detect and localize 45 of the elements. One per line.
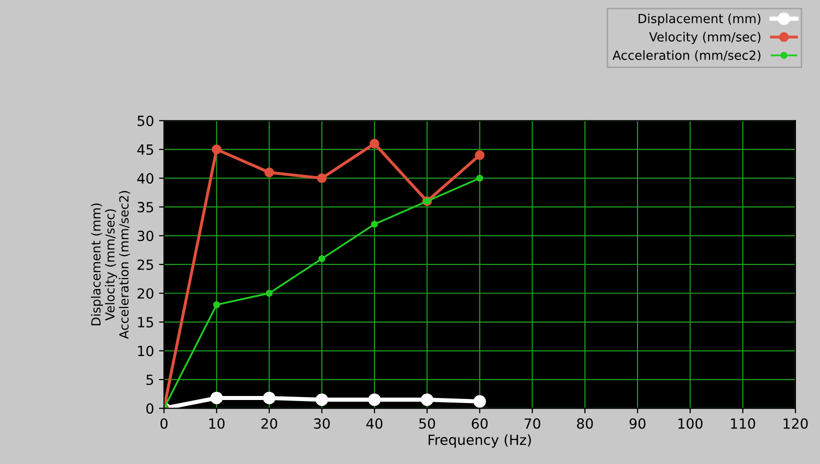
x-tick-label: 0 [160,418,168,429]
x-tick-label: 100 [678,418,702,429]
point [212,144,222,154]
point [370,220,378,228]
y-tick-label: 30 [138,230,154,242]
point [210,392,223,404]
point [473,395,486,408]
legend-label: Acceleration (mm/sec2) [612,50,760,62]
y-axis-title: Displacement (mm) Velocity (mm/sec) Acceleration (mm/sec2) [90,191,130,339]
point [264,168,274,178]
point [370,138,380,149]
x-axis-title: Frequency (Hz) [428,434,531,448]
x-tick-label: 90 [630,418,646,429]
point [316,393,328,406]
x-tick-label: 80 [577,418,593,429]
x-tick-label: 110 [731,418,756,429]
legend-label: Displacement (mm) [638,14,760,26]
y-tick-label: 10 [138,346,154,356]
point [420,393,434,406]
y-tick-label: 5 [146,374,154,386]
x-tick-label: 20 [261,418,278,429]
point [318,255,326,262]
point [474,150,485,160]
x-tick-label: 10 [209,418,225,429]
legend-label: Velocity (mm/sec) [649,32,760,44]
point [316,173,327,184]
x-tick-label: 70 [524,418,540,429]
point [262,392,276,404]
x-tick-label: 60 [472,418,488,429]
y-tick-label: 50 [138,116,154,126]
y-tick-label: 20 [138,288,154,299]
y-tick-label: 35 [138,202,154,212]
x-tick-label: 40 [366,418,382,429]
point [476,174,484,182]
y-tick-label: 25 [138,259,154,270]
y-tick-label: 40 [137,173,154,184]
y-tick-label: 45 [137,144,154,155]
y-tick-label: 0 [146,403,154,414]
y-tick-label: 15 [138,317,154,328]
x-tick-label: 30 [314,418,330,429]
point [266,290,273,297]
point [213,301,220,308]
point [368,393,381,406]
x-tick-label: 50 [419,418,435,429]
x-tick-label: 120 [784,418,808,429]
